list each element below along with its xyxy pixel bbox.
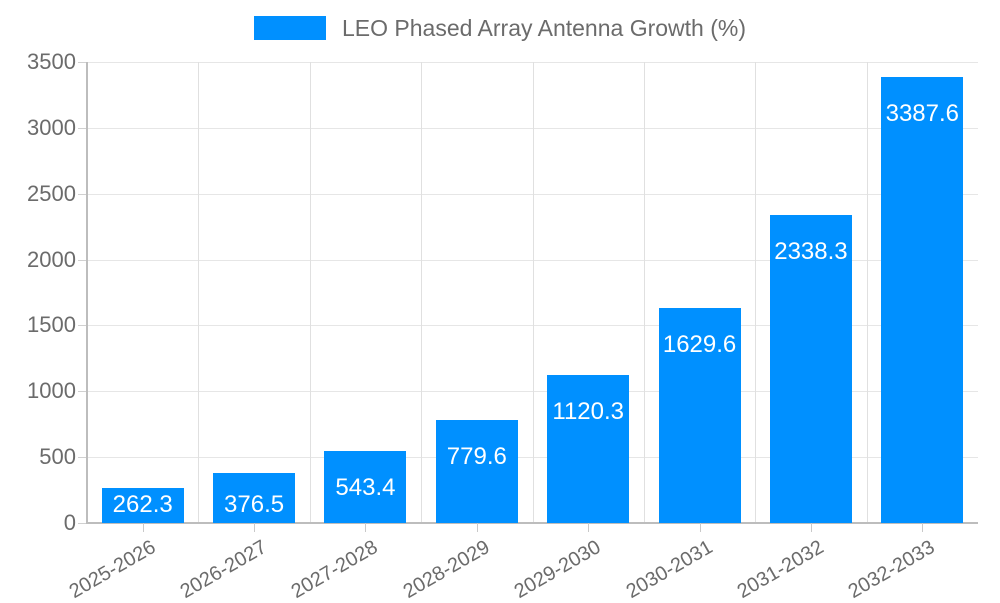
- bar[interactable]: 376.5: [213, 473, 296, 523]
- x-axis-tick-label: 2032-2033: [844, 536, 939, 603]
- y-axis-tick-label: 2000: [27, 246, 76, 272]
- y-axis-tick-label: 2500: [27, 180, 76, 206]
- bar[interactable]: 779.6: [435, 420, 518, 523]
- y-axis-tick-label: 3500: [27, 49, 76, 74]
- y-axis-tick-mark: [78, 259, 86, 261]
- x-axis-tick-label: 2028-2029: [399, 536, 494, 603]
- y-axis-tick-label: 1000: [27, 378, 76, 404]
- x-axis-line: [86, 522, 978, 524]
- y-axis-tick-marks: [0, 62, 90, 524]
- legend-swatch-series-1[interactable]: [254, 16, 326, 40]
- bar-series: 262.3 376.5 543.4 779.6 1120.3 1629.6 2338.3 33…: [87, 62, 978, 523]
- y-axis-tick-mark: [78, 325, 86, 327]
- y-axis-tick-mark: [78, 127, 86, 129]
- bar[interactable]: 3387.6: [881, 76, 964, 523]
- x-axis-tick-label: 2026-2027: [176, 536, 271, 603]
- bar-group: 376.5: [198, 62, 309, 523]
- y-axis-tick-mark: [78, 523, 86, 524]
- y-axis-tick-label: 1500: [27, 312, 76, 338]
- bar-group: 779.6: [421, 62, 532, 523]
- y-axis-tick-mark: [78, 457, 86, 459]
- bar-value-label: 3387.6: [885, 99, 960, 127]
- x-axis-tick-mark: [365, 523, 366, 532]
- x-axis-tick-labels: 2025-2026 2026-2027 2027-2028 2028-2029 2029…: [65, 523, 978, 603]
- bar-group: 3387.6: [867, 62, 978, 523]
- plot-area: 262.3 376.5 543.4 779.6 1120.3 1629.6 2338.3 33…: [86, 62, 978, 524]
- y-axis-tick-label: 500: [39, 444, 76, 470]
- bar-value-label: 262.3: [112, 491, 173, 518]
- bar[interactable]: 262.3: [101, 488, 184, 523]
- bar-group: 262.3: [87, 62, 198, 523]
- x-axis-tick-mark: [922, 523, 923, 532]
- legend-label-series-1[interactable]: LEO Phased Array Antenna Growth (%): [342, 14, 746, 41]
- bar[interactable]: 1120.3: [547, 375, 630, 523]
- bar-value-label: 543.4: [335, 474, 396, 502]
- bar[interactable]: 543.4: [324, 451, 407, 523]
- bar-group: 2338.3: [755, 62, 866, 523]
- y-axis-tick-labels: 0 500 1000 1500 2000 2500 3000 3500: [0, 51, 76, 534]
- x-axis-tick-mark: [811, 523, 812, 532]
- x-axis-tick-mark: [477, 523, 478, 532]
- bar-value-label: 779.6: [446, 443, 507, 471]
- chart-legend: LEO Phased Array Antenna Growth (%): [0, 8, 1000, 48]
- x-axis-tick-label: 2031-2032: [733, 536, 828, 603]
- x-axis-tick-label: 2027-2028: [288, 536, 382, 603]
- bar[interactable]: 1629.6: [658, 308, 741, 523]
- x-axis-tick-label: 2025-2026: [65, 536, 160, 603]
- y-axis-line: [86, 62, 88, 523]
- y-axis-tick-mark: [78, 391, 86, 393]
- bar-group: 543.4: [310, 62, 421, 523]
- x-axis-tick-mark: [143, 523, 144, 532]
- y-axis-tick-mark: [78, 62, 86, 63]
- bar-value-label: 2338.3: [774, 238, 848, 266]
- x-axis-tick-mark: [588, 523, 589, 532]
- y-axis-tick-label: 3000: [27, 114, 76, 140]
- bar-value-label: 1120.3: [552, 398, 624, 426]
- y-axis-tick-label: 0: [63, 510, 76, 535]
- x-axis-tick-label: 2029-2030: [510, 536, 605, 603]
- y-axis-tick-mark: [78, 193, 86, 195]
- bar-value-label: 1629.6: [662, 331, 737, 359]
- x-axis-tick-mark: [254, 523, 255, 532]
- bar-value-label: 376.5: [224, 491, 285, 518]
- x-axis-tick-mark: [700, 523, 701, 532]
- x-axis-tick-label: 2030-2031: [622, 536, 717, 603]
- bar-group: 1629.6: [644, 62, 755, 523]
- bar-group: 1120.3: [533, 62, 644, 523]
- bar[interactable]: 2338.3: [769, 215, 852, 523]
